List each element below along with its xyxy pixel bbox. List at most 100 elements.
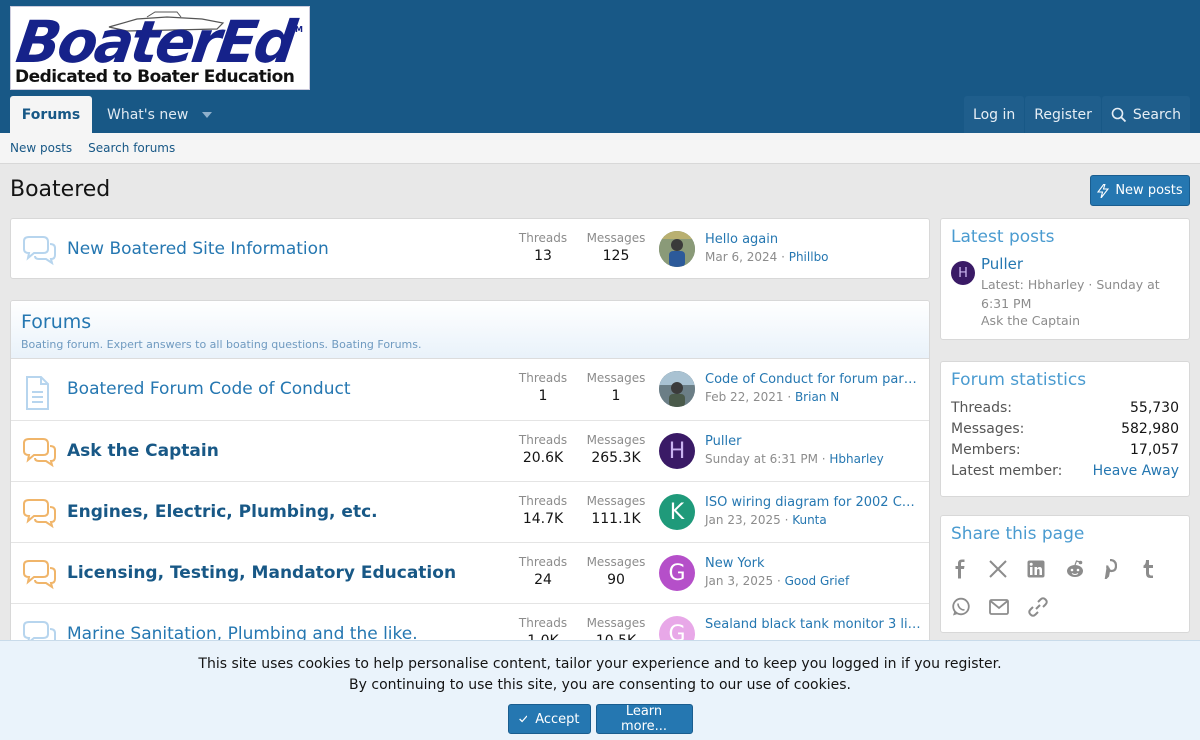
forum-row[interactable]: New Boatered Site Information Threads 13… xyxy=(11,219,929,280)
forum-title[interactable]: New Boatered Site Information xyxy=(67,239,329,259)
site-logo[interactable]: BoaterEd TM Dedicated to Boater Educatio… xyxy=(10,6,310,90)
latest-post-title[interactable]: Puller xyxy=(981,255,1024,273)
last-post-user[interactable]: Hbharley xyxy=(829,452,884,466)
last-post-title[interactable]: Sealand black tank monitor 3 light ... xyxy=(705,617,921,632)
last-post-user[interactable]: Good Grief xyxy=(784,574,850,588)
chat-bubbles-icon xyxy=(21,437,59,473)
cookie-buttons: Accept Learn more... xyxy=(0,704,1200,734)
chevron-down-icon[interactable] xyxy=(202,111,213,118)
last-post-date: Jan 3, 2025 xyxy=(705,574,774,588)
forum-title[interactable]: Engines, Electric, Plumbing, etc. xyxy=(67,502,378,522)
last-post-meta: Feb 22, 2021 · Brian N xyxy=(705,390,840,404)
messages-count: 125 xyxy=(602,248,630,264)
new-posts-button[interactable]: New posts xyxy=(1090,175,1190,206)
pinterest-icon[interactable] xyxy=(1103,552,1141,586)
threads-label: Threads xyxy=(518,494,568,508)
threads-label: Threads xyxy=(518,371,568,385)
category-description: Boating forum. Expert answers to all boa… xyxy=(21,338,422,351)
threads-stat: Threads 13 xyxy=(508,231,578,264)
avatar[interactable]: G xyxy=(659,555,695,591)
reddit-icon[interactable] xyxy=(1065,552,1103,586)
subnav-search-forums[interactable]: Search forums xyxy=(88,141,176,155)
main-nav: Forums What's new Log in Register Search xyxy=(0,96,1200,133)
stat-label: Latest member: xyxy=(951,463,1063,479)
cookie-line-2: By continuing to use this site, you are … xyxy=(349,677,851,693)
forum-title[interactable]: Marine Sanitation, Plumbing and the like… xyxy=(67,624,418,644)
last-post-title[interactable]: Hello again xyxy=(705,232,779,247)
latest-post-item: Puller Latest: Hbharley · Sunday at 6:31… xyxy=(981,255,1179,328)
latest-post-forum[interactable]: Ask the Captain xyxy=(981,313,1081,328)
messages-count: 111.1K xyxy=(591,511,641,527)
stat-value: 55,730 xyxy=(1130,400,1179,416)
email-icon[interactable] xyxy=(989,590,1027,624)
latest-member-link[interactable]: Heave Away xyxy=(1092,463,1179,479)
tab-forums[interactable]: Forums xyxy=(10,96,92,133)
login-button[interactable]: Log in xyxy=(964,96,1025,133)
search-button[interactable]: Search xyxy=(1101,96,1190,133)
threads-label: Threads xyxy=(518,231,568,245)
last-post-date: Mar 6, 2024 xyxy=(705,250,778,264)
forum-title[interactable]: Ask the Captain xyxy=(67,441,219,461)
share-title: Share this page xyxy=(951,524,1085,544)
last-post-date: Jan 23, 2025 xyxy=(705,513,781,527)
tumblr-icon[interactable] xyxy=(1141,552,1179,586)
forum-row[interactable]: Licensing, Testing, Mandatory Education … xyxy=(11,542,929,603)
search-label: Search xyxy=(1132,106,1181,123)
messages-label: Messages xyxy=(586,433,646,447)
messages-count: 1 xyxy=(611,388,621,404)
avatar[interactable] xyxy=(659,231,695,267)
x-icon[interactable] xyxy=(989,552,1027,586)
last-post-title[interactable]: ISO wiring diagram for 2002 ChrisC... xyxy=(705,495,921,510)
stat-latest-member: Latest member: Heave Away xyxy=(951,461,1179,482)
category-title[interactable]: Forums xyxy=(21,311,92,333)
latest-posts-widget: Latest posts H Puller Latest: Hbharley ·… xyxy=(940,218,1190,340)
threads-stat: Threads 1 xyxy=(508,371,578,404)
threads-count: 20.6K xyxy=(522,450,564,466)
stat-messages: Messages: 582,980 xyxy=(951,419,1179,440)
latest-posts-title[interactable]: Latest posts xyxy=(951,227,1055,247)
learn-more-button[interactable]: Learn more... xyxy=(595,704,693,734)
forum-title[interactable]: Boatered Forum Code of Conduct xyxy=(67,379,351,399)
register-button[interactable]: Register xyxy=(1025,96,1101,133)
forum-block-info: New Boatered Site Information Threads 13… xyxy=(10,218,930,279)
chat-bubbles-icon xyxy=(21,559,59,595)
last-post-user[interactable]: Kunta xyxy=(792,513,827,527)
messages-label: Messages xyxy=(586,555,646,569)
forum-title[interactable]: Licensing, Testing, Mandatory Education xyxy=(67,563,457,583)
chat-bubbles-icon xyxy=(21,498,59,534)
avatar[interactable] xyxy=(659,371,695,407)
tab-whats-new[interactable]: What's new xyxy=(107,96,213,133)
forum-row[interactable]: Boatered Forum Code of Conduct Threads 1… xyxy=(11,359,929,420)
whatsapp-icon[interactable] xyxy=(951,590,989,624)
page-title: Boatered xyxy=(10,177,111,202)
site-header: BoaterEd TM Dedicated to Boater Educatio… xyxy=(0,0,1200,133)
last-post-title[interactable]: Code of Conduct for forum particip... xyxy=(705,372,921,387)
facebook-icon[interactable] xyxy=(951,552,989,586)
forum-row[interactable]: Ask the Captain Threads 20.6K Messages 2… xyxy=(11,420,929,481)
last-post-title[interactable]: New York xyxy=(705,556,765,571)
share-page-widget: Share this page xyxy=(940,515,1190,633)
last-post-title[interactable]: Puller xyxy=(705,434,742,449)
subnav-new-posts[interactable]: New posts xyxy=(10,141,73,155)
avatar[interactable]: H xyxy=(659,433,695,469)
forum-row[interactable]: Engines, Electric, Plumbing, etc. Thread… xyxy=(11,481,929,542)
last-post-user[interactable]: Phillbo xyxy=(788,250,829,264)
messages-label: Messages xyxy=(586,494,646,508)
threads-stat: Threads 24 xyxy=(508,555,578,588)
messages-label: Messages xyxy=(586,616,646,630)
threads-count: 14.7K xyxy=(522,511,564,527)
threads-count: 13 xyxy=(534,248,552,264)
threads-stat: Threads 14.7K xyxy=(508,494,578,527)
avatar[interactable]: K xyxy=(659,494,695,530)
share-row-2 xyxy=(951,590,1179,624)
last-post-user[interactable]: Brian N xyxy=(794,390,840,404)
linkedin-icon[interactable] xyxy=(1027,552,1065,586)
cookie-text: This site uses cookies to help personali… xyxy=(0,654,1200,696)
logo-trademark: TM xyxy=(289,25,303,34)
link-icon[interactable] xyxy=(1027,590,1065,624)
avatar[interactable]: H xyxy=(951,261,975,285)
share-row-1 xyxy=(951,552,1179,586)
logo-tagline: Dedicated to Boater Education xyxy=(15,67,295,87)
accept-button[interactable]: Accept xyxy=(507,704,591,734)
accept-label: Accept xyxy=(535,711,580,727)
